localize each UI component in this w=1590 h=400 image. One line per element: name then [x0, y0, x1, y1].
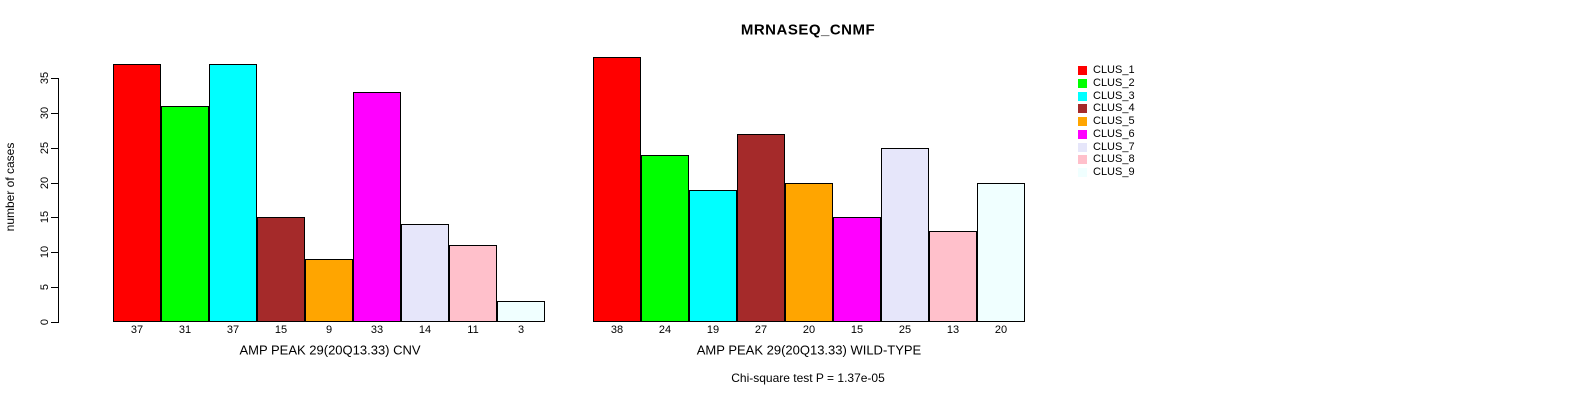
bar-clus_4: [737, 134, 785, 322]
legend-item: CLUS_4: [1078, 102, 1135, 115]
bar-clus_9: [977, 183, 1025, 322]
bar-clus_9: [497, 301, 545, 322]
bar-clus_8: [929, 231, 977, 322]
bar-value-label: 37: [130, 324, 144, 336]
chart-title: MRNASEQ_CNMF: [740, 21, 876, 39]
y-tick-mark: [51, 78, 58, 79]
y-tick-label: 10: [39, 246, 51, 259]
bar-value-label: 25: [898, 324, 912, 336]
y-tick-label: 0: [39, 318, 51, 326]
bar-value-label: 33: [370, 324, 384, 336]
bar-value-label: 31: [178, 324, 192, 336]
legend-label: CLUS_9: [1093, 166, 1135, 178]
bar-clus_2: [641, 155, 689, 322]
bar-value-label: 27: [754, 324, 768, 336]
y-tick-mark: [51, 322, 58, 323]
legend-swatch-icon: [1078, 78, 1087, 88]
legend-label: CLUS_7: [1093, 140, 1135, 153]
legend-swatch-icon: [1078, 155, 1087, 165]
bar-clus_5: [785, 183, 833, 322]
legend-swatch-icon: [1078, 91, 1087, 101]
y-axis-line: [58, 78, 59, 323]
legend-label: CLUS_2: [1093, 76, 1135, 89]
bar-value-label: 15: [850, 324, 864, 336]
legend-swatch-icon: [1078, 117, 1087, 126]
bar-clus_3: [209, 64, 257, 322]
legend-label: CLUS_4: [1093, 102, 1135, 115]
y-tick-label: 20: [39, 176, 51, 189]
x-axis-label-cnv: AMP PEAK 29(20Q13.33) CNV: [239, 342, 421, 358]
legend-label: CLUS_5: [1093, 115, 1135, 127]
y-tick-mark: [51, 182, 58, 184]
legend-label: CLUS_8: [1093, 153, 1135, 166]
bar-value-label: 14: [418, 324, 432, 336]
bar-value-label: 24: [658, 324, 672, 336]
chi-square-annotation: Chi-square test P = 1.37e-05: [731, 371, 885, 385]
bar-value-label: 11: [467, 324, 479, 336]
y-tick-mark: [51, 147, 58, 149]
y-tick-mark: [51, 287, 58, 289]
legend-item: CLUS_1: [1078, 64, 1135, 77]
bar-clus_5: [305, 259, 353, 322]
y-tick-mark: [51, 112, 58, 114]
x-axis-label-wild-type: AMP PEAK 29(20Q13.33) WILD-TYPE: [696, 342, 922, 358]
y-axis-label: number of cases: [3, 142, 17, 232]
legend-item: CLUS_7: [1078, 141, 1135, 154]
bar-value-label: 19: [706, 324, 720, 336]
y-tick-label: 5: [39, 284, 51, 291]
y-tick-label: 15: [39, 211, 51, 224]
bar-clus_8: [449, 245, 497, 322]
y-tick-label: 25: [39, 141, 51, 154]
y-tick-mark: [51, 217, 58, 219]
bar-value-label: 9: [325, 324, 333, 336]
bar-clus_6: [833, 217, 881, 322]
legend-item: CLUS_5: [1078, 115, 1135, 128]
legend-item: CLUS_9: [1078, 166, 1135, 179]
legend-swatch-icon: [1078, 142, 1087, 152]
y-tick-mark: [51, 252, 58, 254]
bar-clus_3: [689, 190, 737, 322]
bar-clus_1: [593, 57, 641, 322]
bar-value-label: 20: [994, 324, 1008, 336]
legend-label: CLUS_3: [1093, 89, 1135, 102]
bar-clus_2: [161, 106, 209, 322]
legend-swatch-icon: [1078, 129, 1087, 139]
legend-swatch-icon: [1078, 104, 1087, 114]
bar-value-label: 3: [517, 324, 525, 336]
legend-item: CLUS_2: [1078, 77, 1135, 90]
bar-clus_6: [353, 92, 401, 322]
legend-swatch-icon: [1078, 66, 1087, 75]
y-tick-label: 30: [39, 106, 51, 119]
bar-clus_1: [113, 64, 161, 322]
legend-item: CLUS_3: [1078, 90, 1135, 103]
legend-swatch-icon: [1078, 168, 1087, 177]
y-tick-label: 35: [39, 71, 51, 85]
legend-label: CLUS_1: [1093, 64, 1135, 76]
bar-value-label: 15: [274, 324, 288, 336]
legend-item: CLUS_8: [1078, 153, 1135, 166]
bar-value-label: 37: [226, 324, 240, 336]
legend-item: CLUS_6: [1078, 128, 1135, 141]
bar-clus_4: [257, 217, 305, 322]
bar-value-label: 38: [610, 324, 624, 336]
bar-clus_7: [881, 148, 929, 322]
bar-value-label: 20: [802, 324, 816, 336]
bar-clus_7: [401, 224, 449, 322]
legend-label: CLUS_6: [1093, 127, 1135, 140]
bar-value-label: 13: [946, 324, 960, 336]
